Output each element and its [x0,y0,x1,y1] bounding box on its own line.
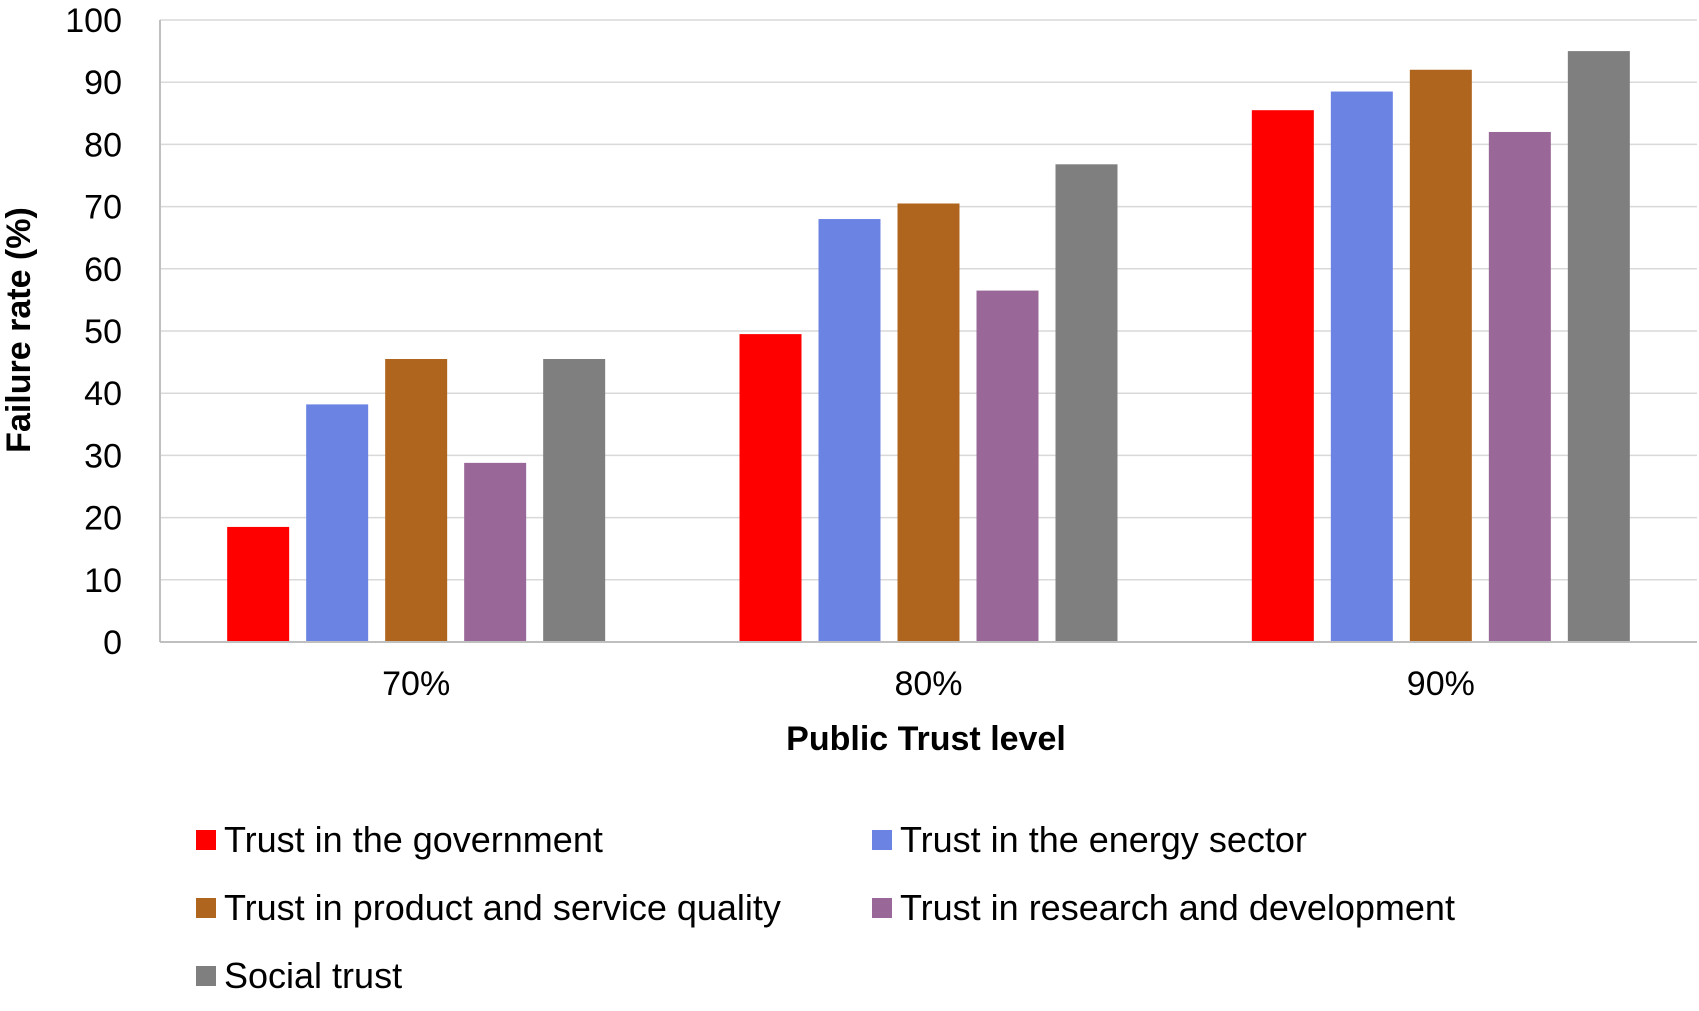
legend-label: Trust in product and service quality [224,887,781,928]
x-tick-label: 70% [382,665,450,703]
bar [306,404,369,642]
legend-label: Trust in the energy sector [900,819,1307,860]
legend-item: Social trust [196,956,402,996]
legend-swatch [872,830,892,850]
x-tick-labels: 70% 80% 90% [382,665,1475,703]
y-tick-label: 100 [65,2,122,40]
bar [1567,51,1630,643]
y-tick-label: 50 [84,313,122,351]
legend-label: Social trust [224,955,403,996]
y-tick-label: 30 [84,437,122,475]
bars [227,51,1630,643]
y-axis-title: Failure rate (%) [0,207,38,453]
y-tick-label: 0 [103,624,122,662]
legend-swatch [872,898,892,918]
bar [1251,110,1314,642]
y-tick-labels: 0 10 20 30 40 50 60 70 80 90 100 [65,2,122,662]
y-tick-label: 80 [84,126,122,164]
legend-swatch [196,898,216,918]
x-tick-label: 90% [1407,665,1475,703]
legend-label: Trust in the government [224,819,603,860]
bar [464,462,527,642]
bar [543,358,606,642]
bar [1330,91,1393,642]
bar [976,290,1039,642]
y-tick-label: 10 [84,562,122,600]
legend-swatch [196,830,216,850]
legend-item: Trust in product and service quality [196,888,781,928]
bar [818,219,881,643]
bar [739,334,802,642]
y-tick-label: 90 [84,64,122,102]
bar [1055,164,1118,642]
legend-item: Trust in the energy sector [872,820,1307,860]
y-tick-label: 60 [84,251,122,289]
bar [1409,69,1472,642]
legend-item: Trust in research and development [872,888,1455,928]
x-tick-label: 80% [894,665,962,703]
axes [159,20,1697,643]
y-tick-label: 70 [84,189,122,227]
bar [385,358,448,642]
y-tick-label: 40 [84,375,122,413]
bar [897,203,960,643]
bar [1488,131,1551,642]
legend-swatch [196,966,216,986]
legend-item: Trust in the government [196,820,603,860]
x-axis-title: Public Trust level [786,720,1066,758]
bar [227,526,290,642]
y-tick-label: 20 [84,500,122,538]
legend-label: Trust in research and development [900,887,1455,928]
